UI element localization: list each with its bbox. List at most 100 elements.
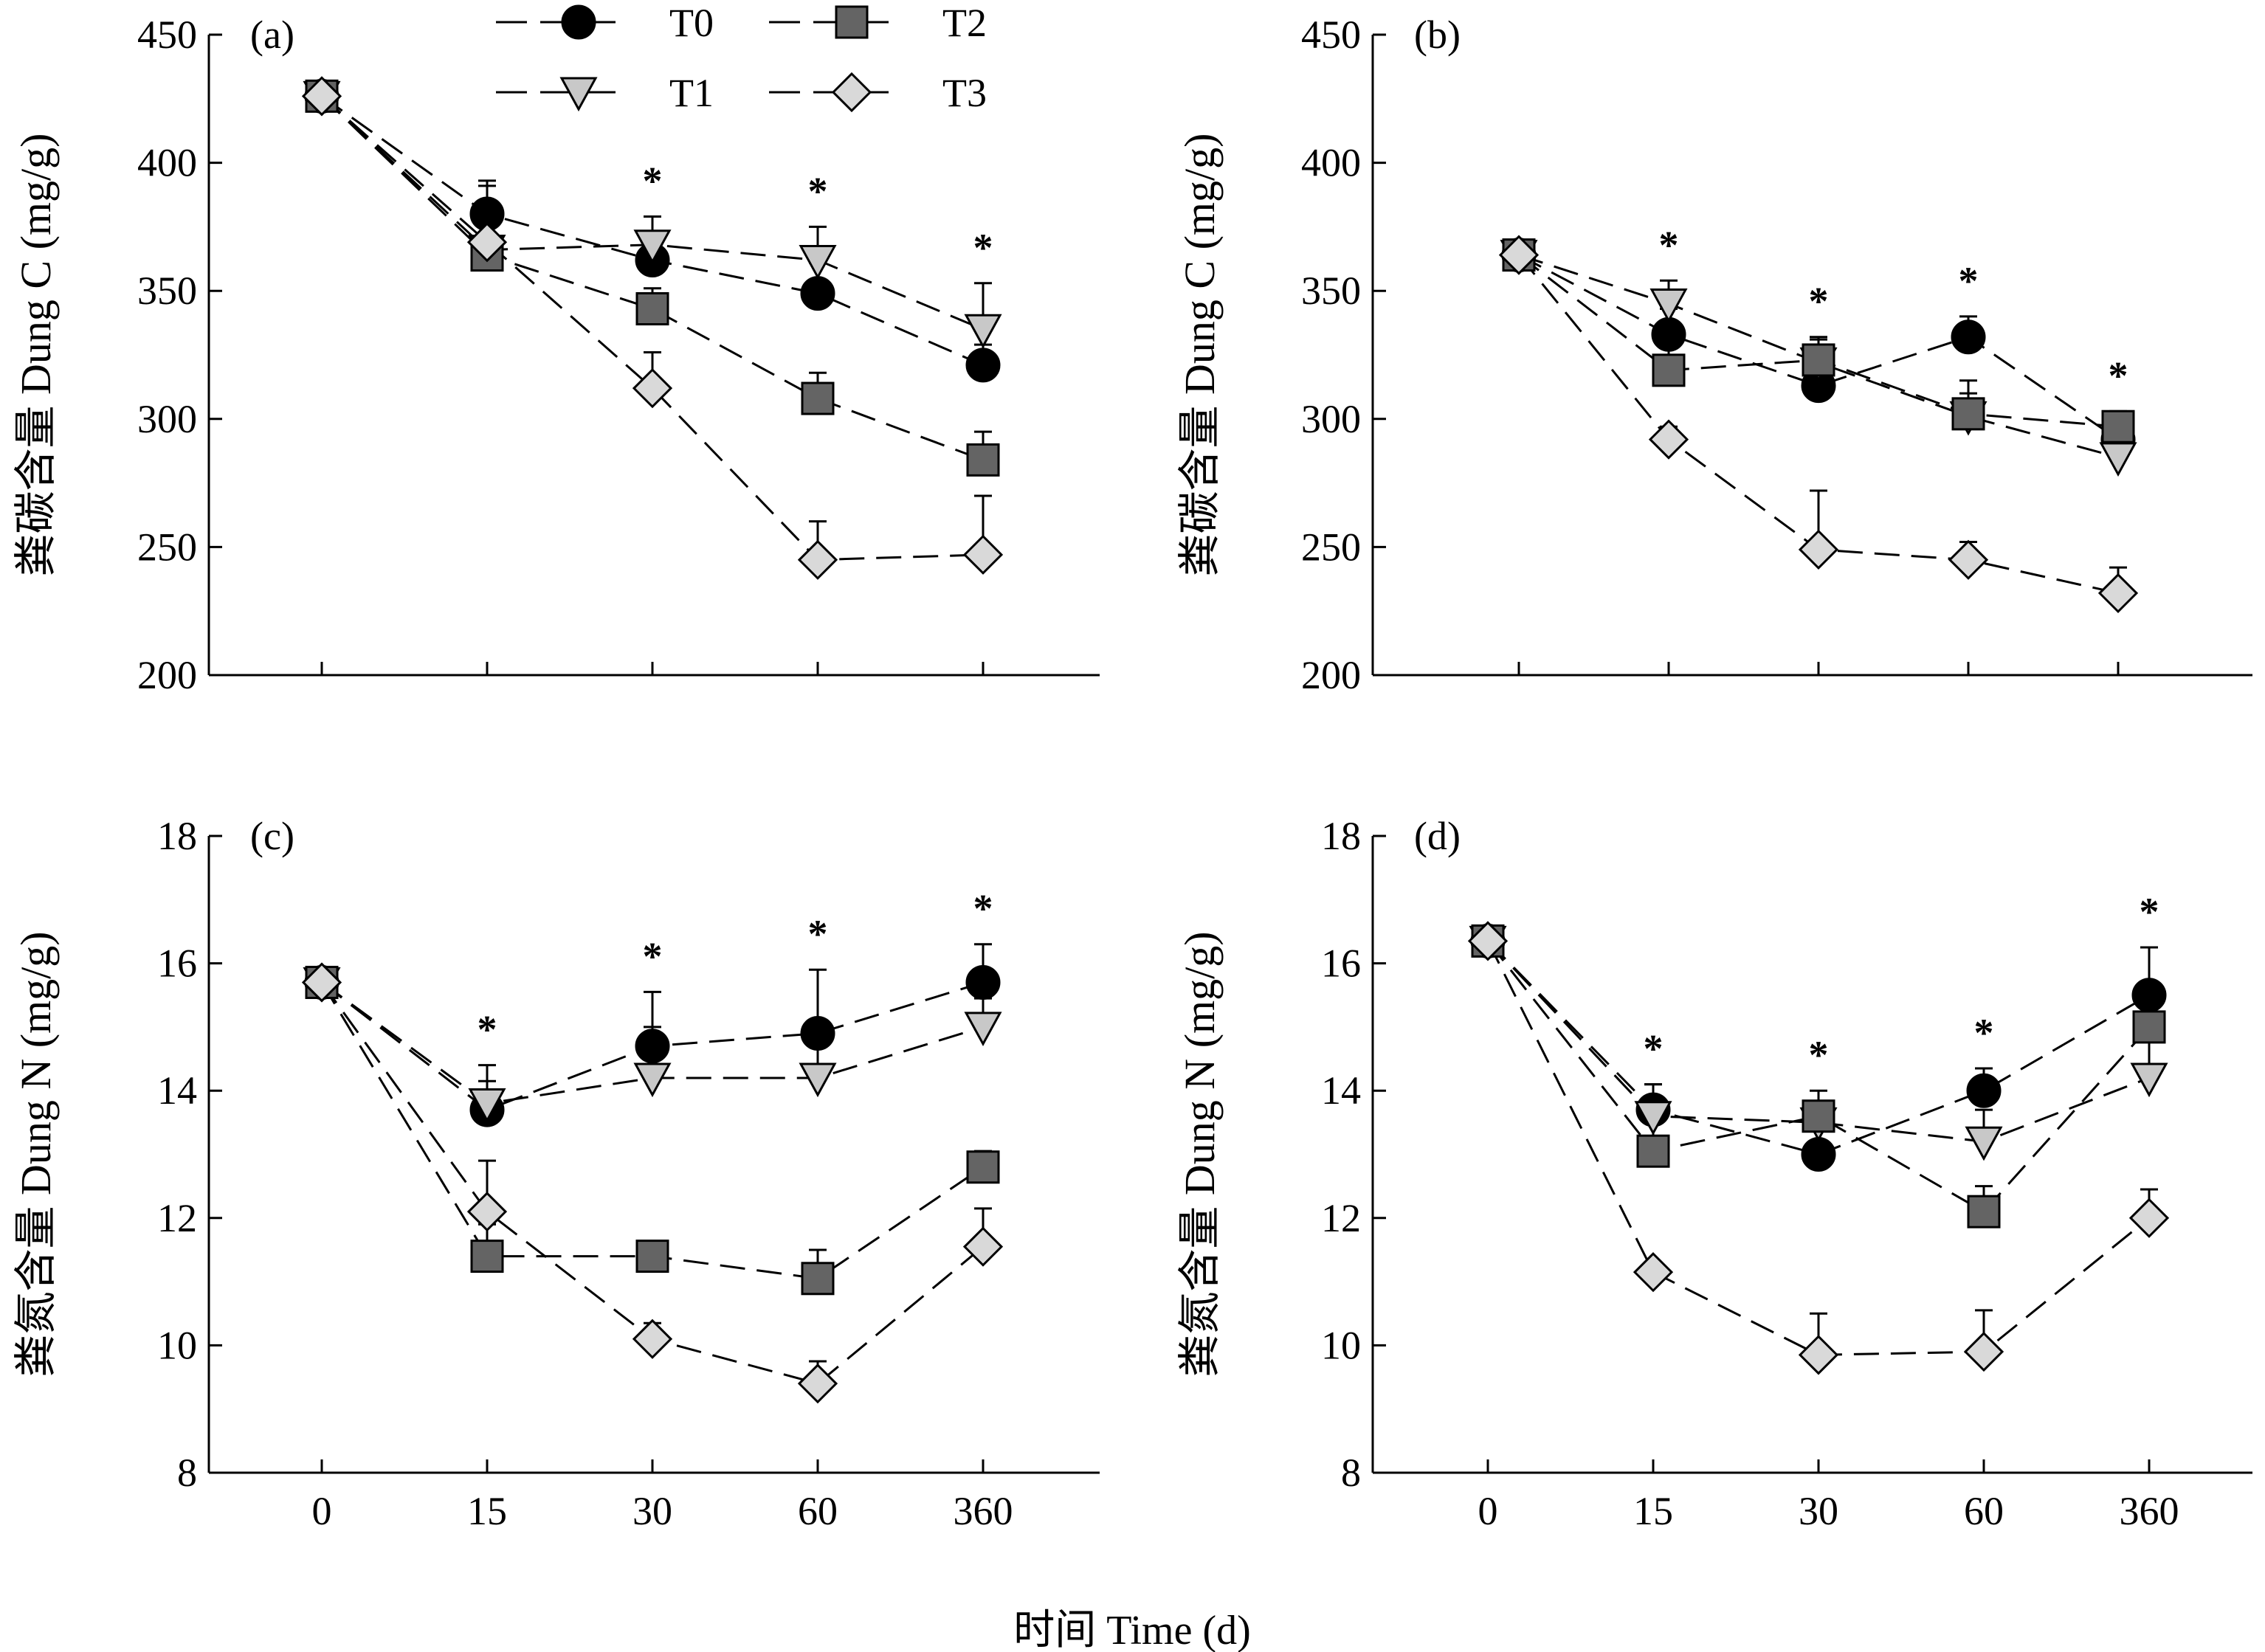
point-T0-60 — [1951, 319, 1986, 355]
point-T3-30 — [632, 368, 673, 409]
point-T2-30 — [635, 292, 669, 326]
significance-star: * — [1659, 223, 1679, 267]
y-tick-label: 200 — [137, 653, 197, 697]
axes — [207, 834, 1100, 1474]
panel-d: 8 10 12 14 16 18 0 15 30 60 360 粪氮含量 Dung N (mg/g) (… — [1176, 814, 2252, 1533]
point-T2-360 — [966, 443, 1000, 477]
y-axis-label: 粪碳含量 Dung C (mg/g) — [12, 134, 60, 577]
point-T2-30 — [1802, 343, 1835, 377]
point-T1-360 — [2099, 442, 2137, 477]
legend-marker-T1 — [559, 77, 598, 112]
y-tick-label: 450 — [1301, 13, 1361, 57]
panel-c: 8 10 12 14 16 18 0 15 30 60 360 粪氮含量 Dung N (mg/g) (… — [12, 814, 1100, 1533]
legend: T0 T1 T2 T3 — [496, 1, 987, 115]
markers-T0 — [304, 964, 1001, 1127]
panel-b: 200 250 300 350 400 450 粪碳含量 Dung C (mg/g) (b) *… — [1176, 13, 2252, 697]
point-T0-60 — [800, 1016, 835, 1051]
x-tick-label: 15 — [467, 1489, 507, 1533]
point-T2-360 — [966, 1150, 1000, 1184]
point-T3-0 — [1498, 235, 1540, 275]
point-T3-30 — [632, 1319, 673, 1359]
point-T3-60 — [1948, 539, 1989, 580]
point-T1-15 — [1649, 288, 1688, 323]
point-T0-360 — [2131, 978, 2167, 1013]
significance-star: * — [2109, 353, 2128, 398]
point-T2-60 — [801, 1262, 835, 1296]
y-tick-label: 8 — [1341, 1451, 1361, 1495]
markers-T3 — [1498, 235, 2139, 614]
markers-T3 — [301, 76, 1004, 580]
point-T0-360 — [965, 964, 1001, 1000]
point-T3-360 — [962, 534, 1004, 575]
y-axis-label: 粪氮含量 Dung N (mg/g) — [1176, 931, 1224, 1377]
point-T0-60 — [1966, 1073, 2002, 1108]
point-T1-60 — [799, 1062, 837, 1098]
y-axis-label: 粪氮含量 Dung N (mg/g) — [12, 931, 60, 1377]
markers-T2 — [305, 79, 1000, 477]
markers-T2 — [1471, 924, 2166, 1228]
y-tick-label: 14 — [1321, 1068, 1361, 1113]
x-tick-label: 360 — [2120, 1489, 2179, 1533]
panel-label: (b) — [1414, 13, 1461, 57]
significance-star: * — [1809, 280, 1829, 324]
axes — [1371, 834, 2252, 1474]
significance-star: * — [478, 1008, 497, 1052]
y-axis-label: 粪碳含量 Dung C (mg/g) — [1176, 134, 1224, 577]
axes — [207, 33, 1100, 677]
x-tick-label: 0 — [312, 1489, 332, 1533]
panel-label: (c) — [250, 814, 294, 858]
point-T2-15 — [1636, 1134, 1670, 1168]
point-T0-15 — [1651, 317, 1686, 352]
point-T1-60 — [799, 245, 837, 280]
point-T3-15 — [466, 1192, 508, 1232]
point-T3-360 — [962, 1226, 1004, 1267]
significance-star: * — [1959, 259, 1979, 303]
significance-star: * — [973, 887, 993, 931]
legend-marker-T3 — [831, 72, 872, 113]
legend-label: T0 — [669, 1, 714, 45]
significance-star: * — [1644, 1027, 1664, 1071]
y-tick-label: 18 — [1321, 814, 1361, 858]
point-T3-360 — [2128, 1197, 2170, 1238]
y-tick-label: 18 — [157, 814, 197, 858]
x-tick-label: 30 — [632, 1489, 672, 1533]
point-T2-15 — [1652, 353, 1686, 387]
series-line — [1486, 940, 2151, 1214]
point-T3-15 — [1648, 419, 1689, 460]
legend-item-T1: T1 — [496, 71, 714, 115]
markers-T3 — [1467, 921, 2170, 1375]
legend-item-T0: T0 — [496, 1, 714, 45]
point-T0-30 — [1801, 1137, 1836, 1172]
y-tick-label: 350 — [1301, 269, 1361, 313]
x-tick-label: 15 — [1633, 1489, 1673, 1533]
legend-label: T2 — [942, 1, 987, 45]
x-tick-label: 30 — [1799, 1489, 1838, 1533]
significance-star: * — [643, 159, 663, 204]
y-tick-label: 200 — [1301, 653, 1361, 697]
point-T3-30 — [1798, 1335, 1839, 1375]
y-tick-label: 14 — [157, 1068, 197, 1113]
point-T3-60 — [1963, 1331, 2004, 1372]
series-line — [1518, 254, 2119, 440]
series-line — [320, 95, 984, 461]
point-T1-15 — [468, 1088, 506, 1123]
legend-item-T2: T2 — [769, 1, 987, 45]
markers-T3 — [301, 962, 1004, 1404]
point-T2-360 — [2132, 1010, 2166, 1044]
point-T3-0 — [1467, 921, 1509, 961]
point-T2-30 — [635, 1240, 669, 1273]
legend-item-T3: T3 — [769, 71, 987, 115]
point-T3-30 — [1798, 529, 1839, 570]
point-T3-60 — [797, 1364, 838, 1404]
point-T2-60 — [801, 381, 835, 415]
y-tick-label: 400 — [1301, 141, 1361, 185]
point-T1-30 — [633, 229, 672, 264]
significance-star: * — [808, 169, 828, 213]
significance-star: * — [808, 912, 828, 956]
y-tick-label: 250 — [137, 525, 197, 569]
significance-star: * — [643, 934, 663, 978]
panel-label: (d) — [1414, 814, 1461, 858]
legend-label: T3 — [942, 71, 987, 115]
